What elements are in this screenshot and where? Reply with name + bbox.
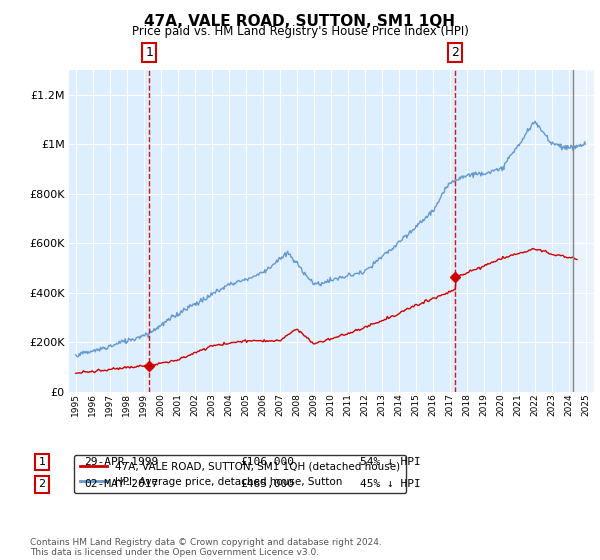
Text: Contains HM Land Registry data © Crown copyright and database right 2024.
This d: Contains HM Land Registry data © Crown c… (30, 538, 382, 557)
Text: £465,000: £465,000 (240, 479, 294, 489)
Text: 1: 1 (145, 46, 154, 59)
Text: 1: 1 (38, 457, 46, 467)
Text: Price paid vs. HM Land Registry's House Price Index (HPI): Price paid vs. HM Land Registry's House … (131, 25, 469, 38)
Text: 29-APR-1999: 29-APR-1999 (84, 457, 158, 467)
Text: £106,000: £106,000 (240, 457, 294, 467)
Text: 54% ↓ HPI: 54% ↓ HPI (360, 457, 421, 467)
Bar (573, 70, 594, 392)
Text: 2: 2 (38, 479, 46, 489)
Text: 02-MAY-2017: 02-MAY-2017 (84, 479, 158, 489)
Text: 2: 2 (451, 46, 459, 59)
Text: 47A, VALE ROAD, SUTTON, SM1 1QH: 47A, VALE ROAD, SUTTON, SM1 1QH (145, 14, 455, 29)
Legend: 47A, VALE ROAD, SUTTON, SM1 1QH (detached house), HPI: Average price, detached h: 47A, VALE ROAD, SUTTON, SM1 1QH (detache… (74, 455, 406, 493)
Text: 45% ↓ HPI: 45% ↓ HPI (360, 479, 421, 489)
